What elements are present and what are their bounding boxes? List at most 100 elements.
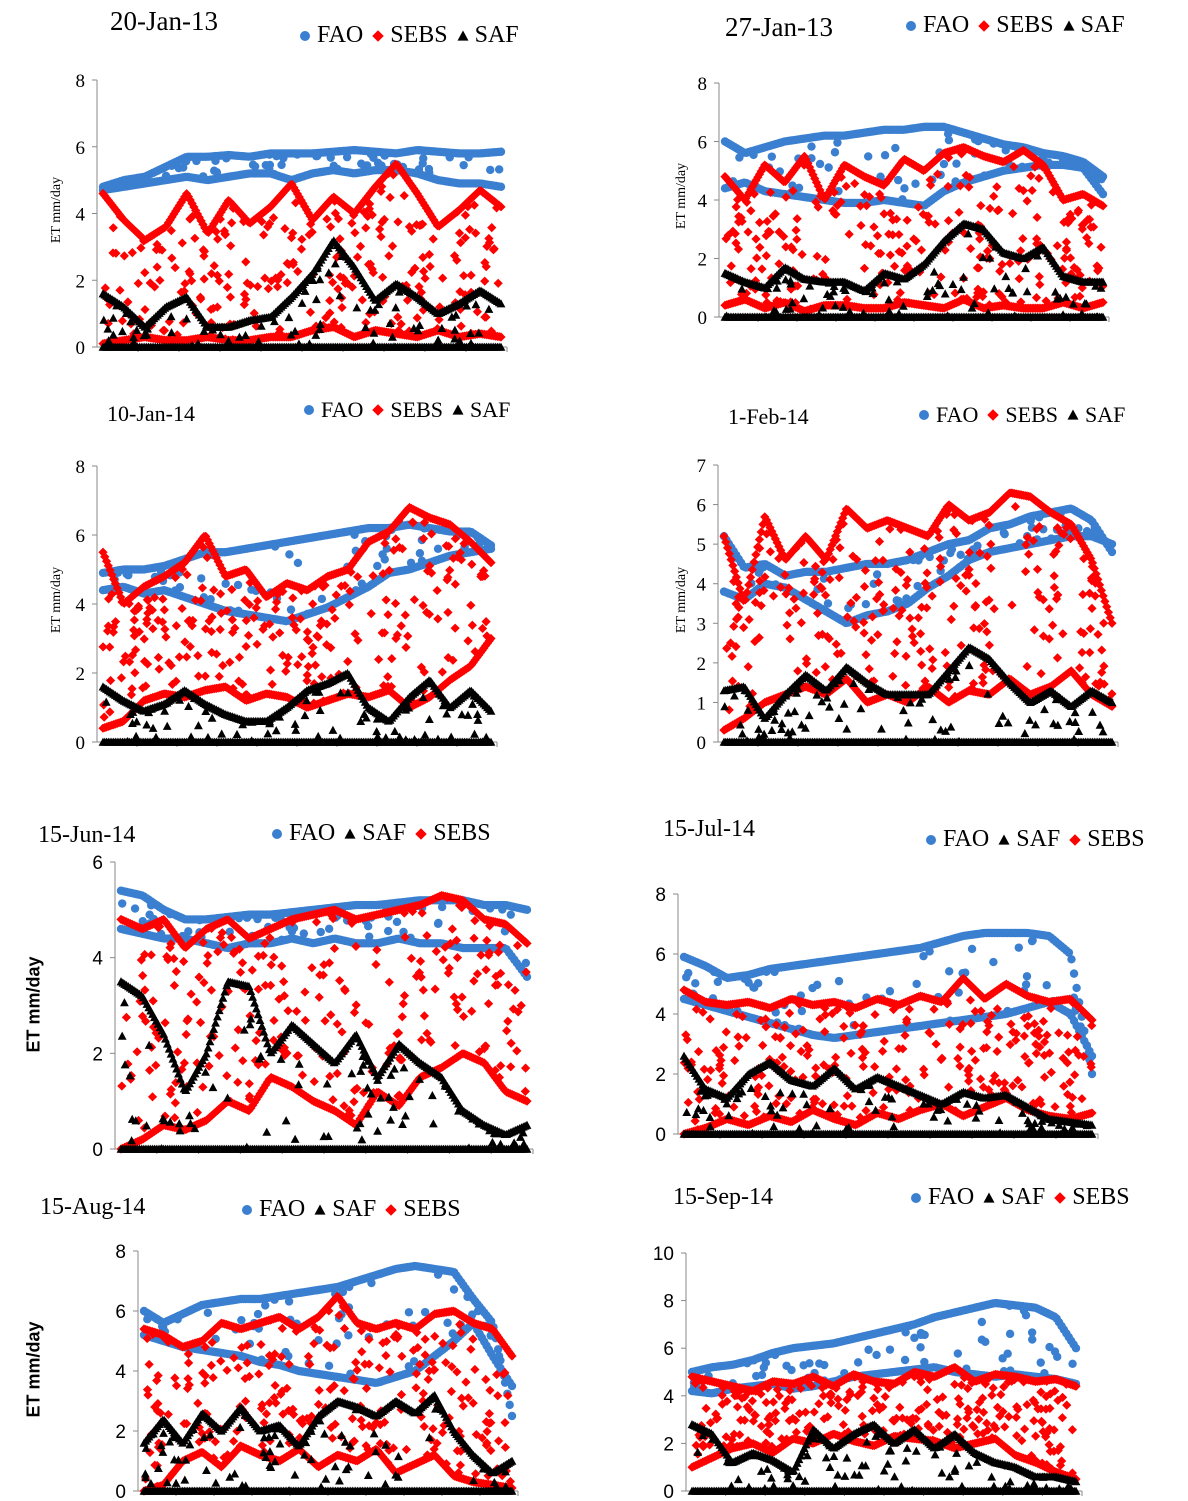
- data-point: [473, 709, 482, 719]
- data-point: [496, 342, 506, 351]
- data-point: [822, 190, 833, 200]
- data-point: [190, 595, 201, 605]
- data-point: [190, 233, 200, 243]
- data-point: [943, 181, 953, 192]
- data-point: [929, 267, 939, 276]
- data-point: [781, 192, 791, 202]
- data-point: [824, 278, 834, 287]
- data-point: [373, 732, 383, 741]
- data-point: [365, 199, 375, 209]
- data-point: [286, 330, 296, 339]
- data-point: [470, 729, 479, 738]
- data-point: [216, 608, 226, 618]
- data-point: [157, 245, 167, 255]
- data-point: [982, 253, 992, 263]
- data-point: [294, 339, 304, 348]
- data-point: [335, 234, 345, 244]
- data-point: [413, 326, 423, 335]
- data-point: [143, 175, 152, 184]
- data-point: [192, 156, 201, 166]
- data-point: [876, 248, 886, 259]
- data-point: [791, 225, 801, 235]
- data-point: [378, 272, 388, 282]
- data-point: [108, 330, 118, 339]
- data-point: [259, 230, 269, 240]
- y-tick-label: 8: [76, 457, 86, 478]
- data-point: [385, 192, 395, 203]
- data-point: [1083, 215, 1093, 225]
- data-point: [869, 222, 879, 232]
- data-point: [202, 552, 212, 563]
- data-point: [147, 605, 157, 615]
- data-point: [1058, 154, 1068, 164]
- data-point: [731, 202, 741, 212]
- data-point: [412, 313, 422, 323]
- data-point: [265, 150, 274, 159]
- data-point: [357, 159, 366, 168]
- diamond-marker-icon: [372, 404, 385, 416]
- data-point: [818, 303, 828, 312]
- data-point: [162, 698, 172, 707]
- data-point: [936, 272, 946, 282]
- data-point: [266, 276, 276, 286]
- data-point: [486, 706, 496, 715]
- data-point: [430, 218, 441, 228]
- data-point: [301, 205, 312, 215]
- data-point: [245, 578, 255, 588]
- data-point: [417, 556, 427, 566]
- data-point: [312, 294, 321, 304]
- data-point: [1077, 220, 1087, 230]
- data-point: [206, 595, 215, 604]
- data-point: [880, 151, 890, 160]
- data-point: [1065, 253, 1076, 263]
- data-point: [199, 172, 208, 181]
- data-point: [217, 729, 227, 738]
- data-point: [409, 595, 420, 605]
- data-point: [369, 328, 379, 337]
- data-point: [400, 610, 410, 620]
- data-point: [1035, 279, 1045, 290]
- data-point: [1057, 264, 1068, 274]
- legend-item-fao: FAO: [298, 22, 363, 49]
- data-point: [895, 288, 905, 298]
- legend-marker: [1063, 20, 1075, 31]
- data-point: [115, 212, 125, 222]
- data-point: [419, 154, 428, 163]
- data-point: [414, 165, 424, 174]
- data-point: [333, 164, 342, 174]
- data-point: [964, 182, 974, 192]
- data-point: [1050, 180, 1060, 190]
- data-point: [997, 292, 1007, 302]
- data-point: [1001, 146, 1010, 155]
- data-point: [233, 580, 243, 590]
- data-point: [186, 276, 197, 286]
- data-point: [493, 278, 503, 288]
- data-point: [893, 295, 903, 305]
- data-point: [466, 338, 476, 348]
- data-point: [352, 252, 363, 262]
- data-point: [148, 723, 158, 732]
- data-point: [207, 713, 217, 722]
- data-point: [480, 276, 490, 286]
- data-point: [117, 316, 128, 326]
- data-point: [177, 603, 187, 614]
- data-point: [1009, 162, 1019, 172]
- data-point: [991, 242, 1001, 251]
- legend-marker: [300, 30, 310, 41]
- data-point: [1052, 241, 1062, 251]
- data-point: [1090, 173, 1099, 183]
- data-point: [115, 285, 125, 295]
- data-point: [783, 265, 793, 274]
- data-point: [268, 632, 278, 642]
- data-point: [197, 583, 208, 593]
- data-point: [216, 330, 225, 339]
- data-point: [486, 165, 495, 175]
- data-point: [424, 249, 434, 260]
- y-tick-label: 8: [76, 71, 86, 92]
- data-point: [797, 249, 807, 260]
- data-point: [438, 701, 448, 710]
- legend-label: SAF: [1080, 12, 1125, 38]
- data-point: [974, 263, 984, 273]
- data-point: [326, 153, 335, 162]
- data-point: [302, 627, 313, 637]
